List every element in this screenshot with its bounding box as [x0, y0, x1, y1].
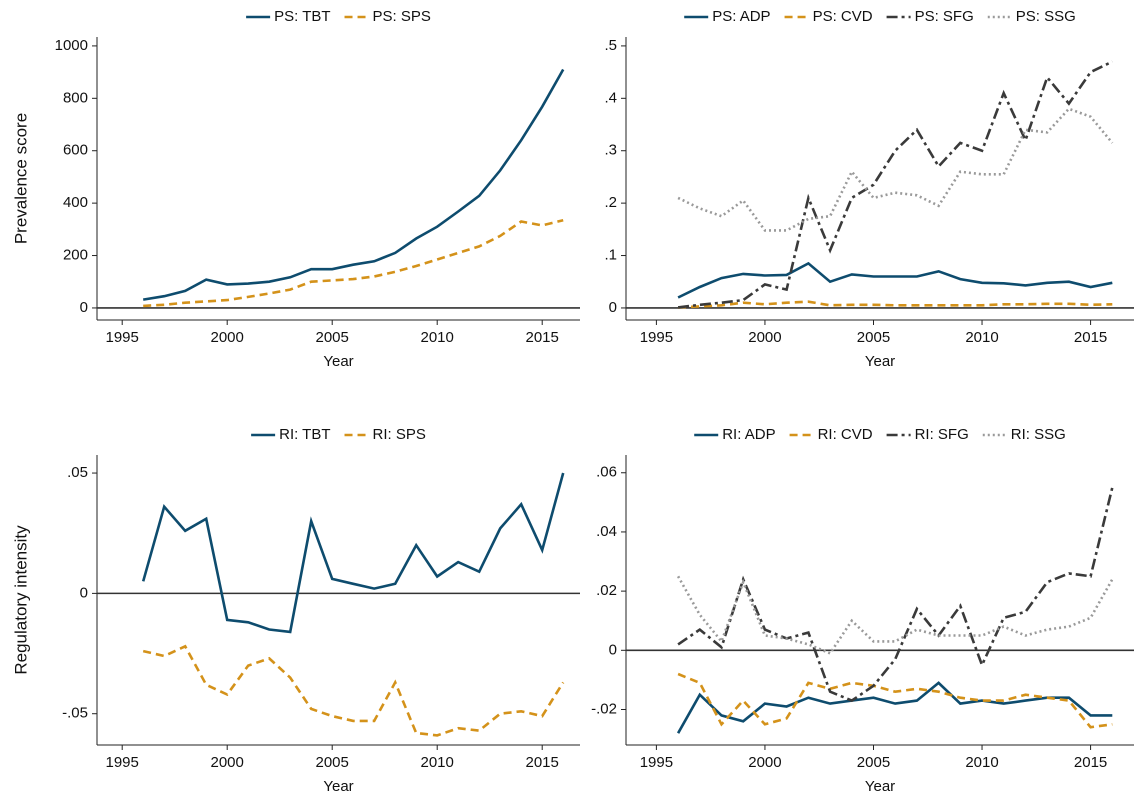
legend-label: PS: TBT	[274, 8, 330, 25]
y-tick-label: .3	[604, 142, 617, 159]
y-tick-label: 600	[63, 142, 88, 159]
y-tick-label: 0	[609, 641, 617, 658]
x-tick-label: 1995	[106, 329, 139, 346]
y-tick-label: .02	[596, 582, 617, 599]
legend-label: PS: SSG	[1016, 8, 1076, 25]
panel: -.02 0 .02 .04 .06 1995 2000 2005 2010 2015 Year RI…	[591, 426, 1134, 795]
y-tick-label: 800	[63, 89, 88, 106]
panel: 0 .1 .2 .3 .4 .5 1995 2000 2005 2010 2015 Year PS: A…	[604, 8, 1134, 370]
legend: PS: TBT PS: SPS	[246, 8, 431, 25]
series-line	[676, 575, 1114, 655]
x-tick-label: 2010	[965, 329, 998, 346]
series-line	[142, 644, 565, 737]
x-tick-label: 2005	[316, 329, 349, 346]
legend: PS: ADP PS: CVD PS: SFG PS: SSG	[684, 8, 1076, 25]
series-line	[142, 68, 565, 301]
x-tick-label: 2005	[857, 329, 890, 346]
x-tick-label: 2010	[965, 754, 998, 771]
x-axis-title: Year	[865, 353, 895, 370]
legend-label: RI: ADP	[722, 426, 775, 443]
x-axis-title: Year	[323, 353, 353, 370]
legend: RI: ADP RI: CVD RI: SFG RI: SSG	[694, 426, 1066, 443]
legend-label: PS: SFG	[915, 8, 974, 25]
legend-label: RI: SPS	[373, 426, 426, 443]
panel: -.05 0 .05 1995 2000 2005 2010 2015 Year Regulato…	[11, 426, 580, 795]
legend-label: RI: TBT	[279, 426, 330, 443]
legend-label: RI: SFG	[915, 426, 969, 443]
x-tick-label: 2010	[421, 329, 454, 346]
panel: 0 200 400 600 800 1000 1995 2000 2005 2010 2015 Yea…	[11, 8, 580, 370]
x-tick-label: 2015	[1074, 754, 1107, 771]
series-line	[677, 60, 1113, 309]
y-axis-title: Prevalence score	[11, 113, 30, 244]
legend-label: PS: ADP	[712, 8, 770, 25]
legend: RI: TBT RI: SPS	[251, 426, 426, 443]
y-tick-label: -.02	[591, 700, 617, 717]
x-tick-label: 2000	[211, 329, 244, 346]
x-tick-label: 1995	[640, 754, 673, 771]
y-tick-label: -.05	[62, 705, 88, 722]
y-tick-label: 0	[80, 584, 88, 601]
series-line	[678, 300, 1113, 309]
series-line	[677, 261, 1113, 299]
y-tick-label: 1000	[55, 37, 88, 54]
y-tick-label: 0	[609, 299, 617, 316]
x-tick-label: 1995	[640, 329, 673, 346]
x-tick-label: 2000	[211, 754, 244, 771]
x-tick-label: 2005	[857, 754, 890, 771]
x-tick-label: 2000	[748, 329, 781, 346]
legend-label: PS: SPS	[373, 8, 431, 25]
y-tick-label: .05	[67, 464, 88, 481]
y-axis-title: Regulatory intensity	[11, 525, 30, 675]
legend-label: RI: SSG	[1011, 426, 1066, 443]
series-line	[141, 472, 565, 634]
x-tick-label: 2015	[1074, 329, 1107, 346]
y-tick-label: .06	[596, 464, 617, 481]
x-tick-label: 2015	[526, 329, 559, 346]
series-line	[677, 107, 1114, 232]
x-tick-label: 2000	[748, 754, 781, 771]
x-axis-title: Year	[323, 778, 353, 795]
legend-label: PS: CVD	[813, 8, 873, 25]
x-axis-title: Year	[865, 778, 895, 795]
y-tick-label: .5	[604, 37, 617, 54]
x-tick-label: 2015	[526, 754, 559, 771]
y-tick-label: 0	[80, 299, 88, 316]
y-tick-label: .2	[604, 194, 617, 211]
legend-label: RI: CVD	[818, 426, 873, 443]
y-tick-label: .04	[596, 523, 617, 540]
y-tick-label: 400	[63, 194, 88, 211]
y-tick-label: 200	[63, 247, 88, 264]
y-tick-label: .4	[604, 89, 617, 106]
series-line	[677, 672, 1113, 729]
x-tick-label: 2010	[421, 754, 454, 771]
y-tick-label: .1	[604, 247, 617, 264]
x-tick-label: 2005	[316, 754, 349, 771]
series-line	[143, 218, 564, 308]
series-line	[677, 487, 1114, 703]
x-tick-label: 1995	[106, 754, 139, 771]
series-line	[676, 681, 1113, 734]
